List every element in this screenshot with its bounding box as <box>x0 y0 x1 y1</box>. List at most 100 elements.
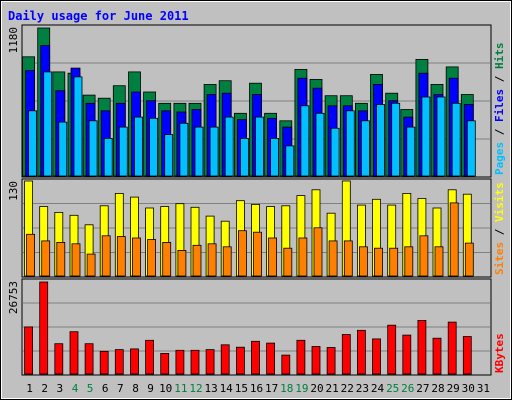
bar-kbytes-day-26 <box>402 334 412 375</box>
bar-pages-day-25 <box>391 102 401 177</box>
bar-pages-day-21 <box>330 127 340 177</box>
bar-kbytes-day-15 <box>235 346 245 375</box>
bar-pages-day-19 <box>300 105 310 177</box>
bar-pages-day-3 <box>58 121 68 177</box>
x-tick-label-day-12: 12 <box>189 382 202 395</box>
bar-sites-day-1 <box>26 233 36 277</box>
bar-pages-day-6 <box>103 137 113 177</box>
bar-sites-day-13 <box>207 243 217 277</box>
legend-entry-hits: Hits <box>493 43 506 70</box>
bar-kbytes-day-6 <box>99 350 109 375</box>
legend-separator: / <box>493 122 506 142</box>
legend-separator: / <box>493 69 506 89</box>
bar-pages-day-28 <box>436 96 446 177</box>
x-tick-label-day-6: 6 <box>102 382 109 395</box>
bar-sites-day-20 <box>313 227 323 277</box>
legend-kbytes: KBytes <box>493 333 506 373</box>
bar-sites-day-5 <box>86 253 96 277</box>
bar-sites-day-21 <box>328 240 338 277</box>
bar-pages-day-10 <box>164 134 174 177</box>
bar-pages-day-20 <box>315 112 325 177</box>
bar-kbytes-day-3 <box>54 343 64 375</box>
bar-pages-day-13 <box>209 126 219 177</box>
x-tick-label-day-24: 24 <box>371 382 385 395</box>
bar-pages-day-15 <box>239 137 249 177</box>
bar-sites-day-29 <box>449 202 459 277</box>
x-tick-label-day-31: 31 <box>477 382 490 395</box>
bar-pages-day-1 <box>28 110 38 177</box>
bar-sites-day-24 <box>374 247 383 277</box>
bar-pages-day-8 <box>134 116 143 177</box>
bar-pages-day-4 <box>73 76 83 177</box>
x-tick-label-day-30: 30 <box>462 382 475 395</box>
x-tick-label-day-15: 15 <box>235 382 248 395</box>
bar-kbytes-day-10 <box>160 352 170 375</box>
x-tick-label-day-7: 7 <box>117 382 124 395</box>
bar-kbytes-day-22 <box>341 334 351 375</box>
legend-hits-files-pages: Pages / Files / Hits <box>493 43 506 176</box>
bar-pages-day-23 <box>360 120 370 177</box>
x-tick-label-day-10: 10 <box>159 382 172 395</box>
bar-pages-day-17 <box>270 137 280 177</box>
bar-sites-day-14 <box>222 246 232 277</box>
x-tick-label-day-25: 25 <box>386 382 399 395</box>
x-tick-label-day-2: 2 <box>41 382 48 395</box>
bar-kbytes-day-29 <box>447 321 457 375</box>
y-max-label-kbytes: 26753 <box>7 281 20 314</box>
y-max-label-hits-files-pages: 1180 <box>7 27 20 54</box>
bar-kbytes-day-27 <box>417 319 427 375</box>
bar-pages-day-5 <box>88 120 98 177</box>
bar-pages-day-7 <box>118 126 128 177</box>
x-tick-label-day-5: 5 <box>87 382 94 395</box>
bar-kbytes-day-25 <box>387 324 397 375</box>
bar-pages-day-24 <box>376 104 385 177</box>
legend-separator: / <box>493 222 506 242</box>
x-tick-label-day-19: 19 <box>295 382 308 395</box>
legend-entry-pages: Pages <box>493 142 506 175</box>
bar-sites-day-30 <box>464 242 474 277</box>
x-tick-label-day-4: 4 <box>72 382 79 395</box>
legend-visits-sites: Sites / Visits <box>493 182 506 275</box>
x-tick-label-day-29: 29 <box>447 382 460 395</box>
bar-kbytes-day-17 <box>266 342 276 375</box>
x-tick-label-day-27: 27 <box>416 382 429 395</box>
bar-pages-day-9 <box>149 117 159 177</box>
bar-kbytes-day-5 <box>84 343 94 375</box>
bar-kbytes-day-8 <box>130 348 139 375</box>
bar-sites-day-22 <box>343 240 353 277</box>
bar-sites-day-2 <box>41 240 51 277</box>
bar-kbytes-day-23 <box>356 329 366 375</box>
bar-sites-day-17 <box>268 237 278 277</box>
bar-sites-day-4 <box>71 243 81 277</box>
bar-kbytes-day-2 <box>39 281 49 375</box>
x-tick-label-day-8: 8 <box>132 382 139 395</box>
bar-kbytes-day-24 <box>372 338 381 375</box>
bar-kbytes-day-21 <box>326 347 336 375</box>
bar-sites-day-19 <box>298 237 308 277</box>
bar-sites-day-7 <box>116 236 126 277</box>
bar-pages-day-12 <box>194 126 204 177</box>
bar-kbytes-day-14 <box>220 344 230 375</box>
x-tick-label-day-1: 1 <box>26 382 33 395</box>
bar-kbytes-day-12 <box>190 349 200 375</box>
x-tick-label-day-3: 3 <box>56 382 63 395</box>
bar-kbytes-day-9 <box>145 339 155 375</box>
x-tick-label-day-26: 26 <box>401 382 414 395</box>
x-tick-label-day-22: 22 <box>341 382 354 395</box>
x-tick-label-day-14: 14 <box>220 382 234 395</box>
bar-sites-day-6 <box>101 235 111 277</box>
bar-sites-day-11 <box>177 249 187 277</box>
bar-sites-day-23 <box>358 246 368 277</box>
bar-kbytes-day-11 <box>175 349 185 375</box>
bar-pages-day-26 <box>406 126 416 177</box>
bar-kbytes-day-18 <box>281 354 291 375</box>
bar-sites-day-28 <box>434 246 444 277</box>
bar-pages-day-29 <box>451 102 461 177</box>
bar-sites-day-18 <box>283 247 293 277</box>
bar-sites-day-25 <box>389 247 399 277</box>
bar-pages-day-30 <box>466 120 476 177</box>
bar-kbytes-day-7 <box>114 349 124 375</box>
x-tick-label-day-11: 11 <box>174 382 187 395</box>
x-tick-label-day-13: 13 <box>204 382 217 395</box>
